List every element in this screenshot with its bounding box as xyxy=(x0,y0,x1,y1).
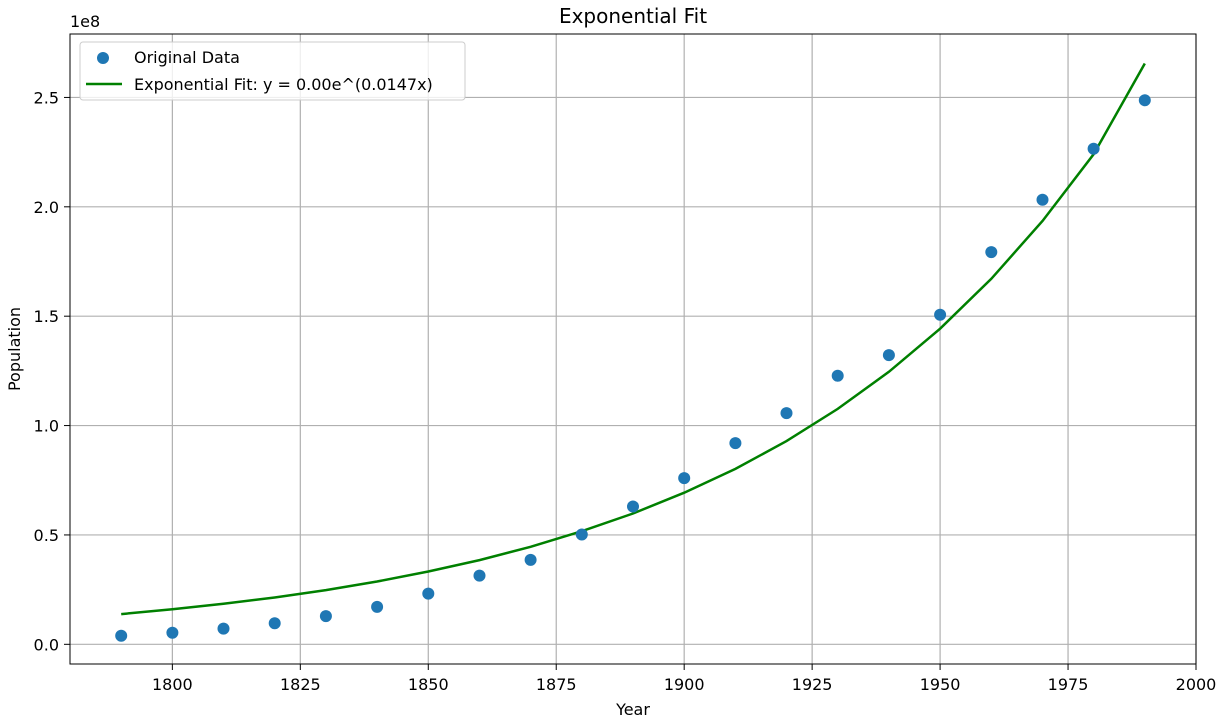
x-tick-label: 2000 xyxy=(1176,675,1217,694)
axis-ticks: 1800 1825 1850 1875 1900 1925 1950 1975 2000 0.0 0… xyxy=(34,88,1217,694)
grid-lines xyxy=(70,34,1197,664)
data-point xyxy=(678,472,691,485)
data-point xyxy=(371,600,384,613)
x-tick-label: 1825 xyxy=(280,675,321,694)
y-tick-label: 1.5 xyxy=(34,307,59,326)
data-points-layer xyxy=(115,94,1151,642)
x-axis-label: Year xyxy=(615,700,650,719)
data-point xyxy=(319,610,332,623)
chart-title: Exponential Fit xyxy=(559,4,707,28)
data-point xyxy=(780,407,793,420)
data-point xyxy=(1036,193,1049,206)
y-tick-label: 2.0 xyxy=(34,198,59,217)
data-point xyxy=(473,569,486,582)
y-axis-label: Population xyxy=(5,307,24,391)
y-tick-label: 0.5 xyxy=(34,526,59,545)
y-tick-label: 2.5 xyxy=(34,88,59,107)
x-tick-label: 1800 xyxy=(152,675,193,694)
plot-area-frame xyxy=(69,33,1197,665)
data-point xyxy=(166,626,179,639)
data-point xyxy=(882,349,895,362)
y-tick-label: 1.0 xyxy=(34,417,59,436)
data-point xyxy=(524,553,537,566)
x-tick-label: 1850 xyxy=(408,675,449,694)
x-tick-label: 1950 xyxy=(920,675,961,694)
data-point xyxy=(985,246,998,259)
x-tick-label: 1975 xyxy=(1048,675,1089,694)
data-point xyxy=(831,369,844,382)
y-tick-label: 0.0 xyxy=(34,635,59,654)
x-tick-label: 1900 xyxy=(664,675,705,694)
legend: Original Data Exponential Fit: y = 0.00e… xyxy=(79,41,466,101)
data-point xyxy=(268,617,281,630)
y-axis-offset-label: 1e8 xyxy=(70,12,100,31)
exponential-fit-line xyxy=(121,62,1146,616)
data-point xyxy=(934,308,947,321)
data-point xyxy=(422,587,435,600)
fit-line-layer xyxy=(121,62,1146,616)
data-point xyxy=(575,528,588,541)
data-point xyxy=(1138,94,1151,107)
data-point xyxy=(115,629,128,642)
legend-marker-original-data xyxy=(97,52,109,64)
data-point xyxy=(1087,142,1100,155)
data-point xyxy=(627,500,639,513)
legend-label-original-data: Original Data xyxy=(134,48,240,67)
x-tick-label: 1925 xyxy=(792,675,833,694)
legend-box xyxy=(79,41,466,101)
x-tick-label: 1875 xyxy=(536,675,577,694)
legend-label-exponential-fit: Exponential Fit: y = 0.00e^(0.0147x) xyxy=(134,75,433,94)
data-point xyxy=(729,437,742,450)
data-point xyxy=(217,622,230,635)
